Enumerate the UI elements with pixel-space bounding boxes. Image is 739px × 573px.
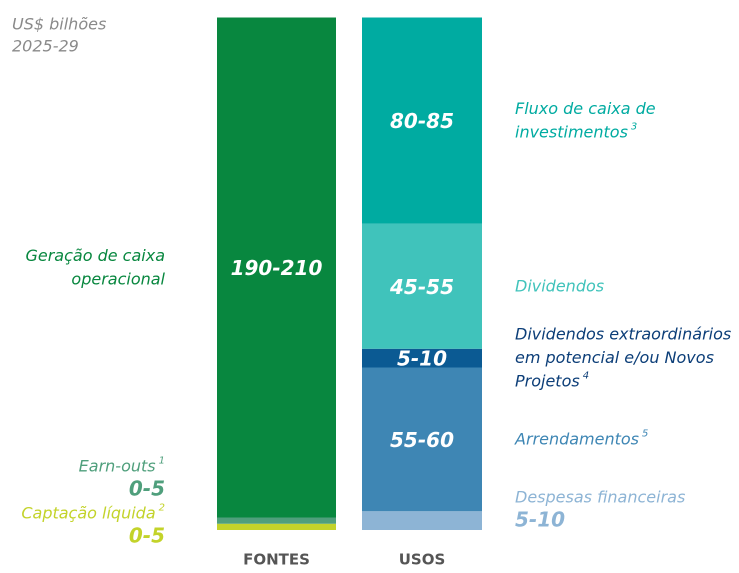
segment-value: 55-60 — [390, 428, 454, 452]
period-label: 2025-29 — [12, 37, 79, 56]
segment-value: 0-5 — [129, 477, 165, 501]
segment-name: investimentos 3 — [515, 121, 637, 141]
segment-value: 5-10 — [397, 347, 447, 371]
unit-label: US$ bilhões — [12, 15, 106, 34]
segment-name: Captação líquida 2 — [21, 503, 165, 523]
footnote-mark: 1 — [159, 456, 165, 467]
segment-value: 190-210 — [231, 256, 323, 280]
footnote-mark: 5 — [642, 428, 648, 439]
segment — [217, 523, 336, 530]
segment — [362, 17, 482, 224]
segment-name: Despesas financeiras — [515, 487, 685, 506]
segment-name: Arrendamentos 5 — [514, 428, 648, 448]
segment-name-line: Captação líquida — [21, 503, 155, 522]
segment-value: 80-85 — [390, 109, 454, 133]
segment-name: Fluxo de caixa de — [515, 98, 656, 117]
segment-name-line: em potencial e/ou Novos — [515, 348, 714, 367]
segment-value: 5-10 — [515, 508, 565, 532]
segment-name-line: Dividendos extraordinários — [515, 324, 731, 343]
segment — [362, 348, 482, 368]
segment — [362, 511, 482, 530]
segment-name-line: investimentos — [515, 122, 628, 141]
segment-name-line: Despesas financeiras — [515, 487, 685, 506]
segment-name-line: Geração de caixa — [25, 245, 165, 264]
segment — [217, 517, 336, 524]
segment-name-line: Dividendos — [515, 276, 604, 295]
segment-name: Earn-outs 1 — [79, 456, 165, 476]
segment-name: Geração de caixa — [25, 245, 165, 264]
segment-name-line: operacional — [71, 269, 165, 288]
segment-name-line: Arrendamentos — [514, 429, 639, 448]
segment-name-line: Projetos — [515, 371, 580, 390]
footnote-mark: 3 — [631, 121, 637, 132]
category-label: USOS — [399, 551, 446, 569]
segment-value: 45-55 — [389, 275, 454, 299]
segment-name-line: Fluxo de caixa de — [515, 98, 656, 117]
segment — [217, 17, 336, 518]
footnote-mark: 2 — [159, 503, 165, 514]
segment-value: 0-5 — [129, 524, 165, 548]
segment-name: Dividendos — [515, 276, 604, 295]
segment-name: Dividendos extraordinários — [515, 324, 731, 343]
footnote-mark: 4 — [583, 371, 589, 382]
segment-name-line: Earn-outs — [79, 456, 156, 475]
segment — [362, 367, 482, 512]
segment-name: operacional — [71, 269, 165, 288]
segment — [362, 223, 482, 349]
category-label: FONTES — [243, 551, 310, 569]
segment-name: Projetos 4 — [515, 371, 589, 391]
segment-name: em potencial e/ou Novos — [515, 348, 714, 367]
